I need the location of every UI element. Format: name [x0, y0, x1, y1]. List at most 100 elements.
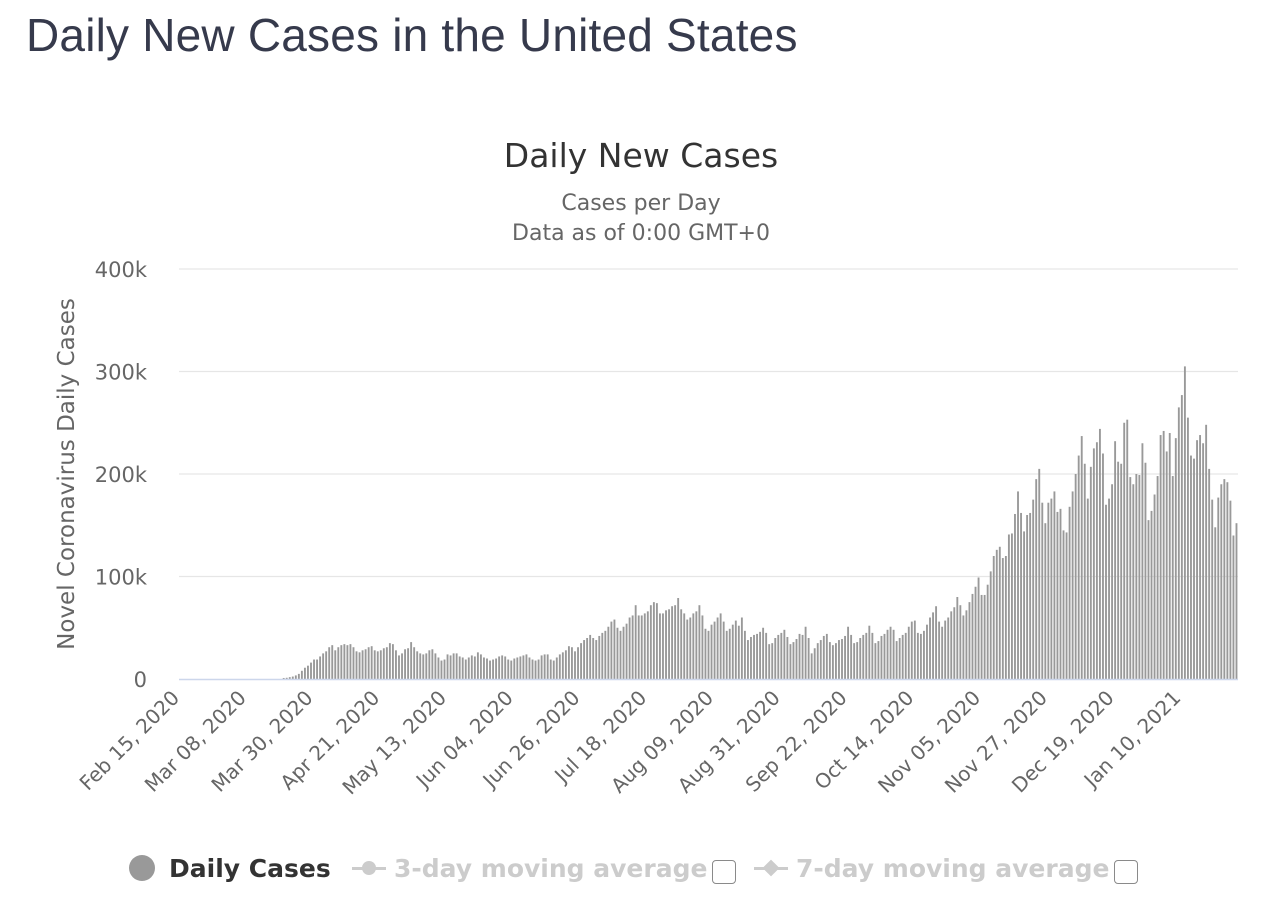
bar[interactable]	[431, 649, 434, 679]
bar[interactable]	[704, 628, 707, 679]
bar[interactable]	[780, 632, 783, 680]
bar[interactable]	[731, 624, 734, 679]
bar[interactable]	[340, 645, 343, 679]
bar[interactable]	[977, 577, 980, 679]
bar[interactable]	[1183, 366, 1186, 680]
bar[interactable]	[722, 621, 725, 679]
bar[interactable]	[701, 615, 704, 679]
bar[interactable]	[455, 653, 458, 680]
bar[interactable]	[607, 626, 610, 679]
bar[interactable]	[537, 659, 540, 679]
bar[interactable]	[965, 610, 968, 679]
bar[interactable]	[774, 638, 777, 679]
bar[interactable]	[352, 647, 355, 679]
bar[interactable]	[771, 643, 774, 680]
bar[interactable]	[1011, 533, 1013, 679]
bar[interactable]	[598, 635, 601, 679]
bar[interactable]	[470, 655, 473, 679]
bar[interactable]	[992, 556, 995, 679]
bar[interactable]	[583, 640, 586, 679]
bar[interactable]	[883, 633, 886, 679]
bar[interactable]	[695, 611, 698, 679]
bar[interactable]	[1214, 527, 1217, 679]
bar[interactable]	[671, 606, 674, 679]
bar[interactable]	[698, 605, 701, 679]
bar[interactable]	[871, 632, 874, 680]
bar[interactable]	[637, 615, 640, 679]
bar[interactable]	[1229, 500, 1232, 679]
bar[interactable]	[1014, 513, 1016, 679]
bar[interactable]	[422, 654, 425, 679]
bar[interactable]	[659, 613, 661, 679]
bar[interactable]	[1129, 477, 1132, 679]
bar[interactable]	[1071, 491, 1074, 679]
bar[interactable]	[531, 659, 534, 679]
bar[interactable]	[337, 647, 340, 679]
bar[interactable]	[361, 650, 364, 679]
bar[interactable]	[1102, 453, 1104, 680]
bar[interactable]	[743, 630, 746, 679]
bar[interactable]	[913, 620, 916, 679]
bar[interactable]	[558, 654, 561, 679]
bar[interactable]	[464, 659, 467, 679]
bar[interactable]	[926, 624, 928, 679]
bar[interactable]	[986, 584, 989, 679]
bar[interactable]	[728, 628, 731, 679]
bar[interactable]	[683, 613, 686, 679]
bar[interactable]	[316, 659, 318, 679]
bar[interactable]	[1035, 479, 1038, 680]
bar[interactable]	[391, 644, 394, 679]
bar[interactable]	[959, 605, 962, 679]
bar[interactable]	[874, 643, 877, 680]
bar[interactable]	[528, 657, 531, 679]
bar[interactable]	[956, 597, 959, 679]
checkbox-7-day-average[interactable]	[1114, 860, 1138, 884]
bar[interactable]	[555, 657, 558, 679]
bar[interactable]	[1077, 455, 1080, 679]
bar[interactable]	[1205, 424, 1208, 679]
bar[interactable]	[813, 648, 816, 679]
bar[interactable]	[1174, 438, 1177, 680]
bar[interactable]	[1165, 451, 1168, 679]
bar[interactable]	[534, 660, 537, 679]
bar[interactable]	[649, 605, 652, 679]
bar[interactable]	[1196, 440, 1198, 679]
bar[interactable]	[1138, 475, 1141, 679]
bar[interactable]	[473, 656, 476, 679]
bar[interactable]	[461, 657, 464, 679]
bar[interactable]	[1123, 422, 1126, 679]
bar[interactable]	[856, 642, 859, 679]
bar[interactable]	[410, 642, 413, 679]
bar[interactable]	[995, 549, 998, 679]
bar[interactable]	[962, 615, 965, 679]
bar[interactable]	[467, 657, 470, 679]
bar[interactable]	[1117, 461, 1120, 679]
bar[interactable]	[950, 611, 953, 679]
bar[interactable]	[1007, 534, 1010, 679]
bar[interactable]	[716, 617, 719, 680]
bar[interactable]	[282, 677, 285, 679]
bar[interactable]	[364, 649, 367, 679]
bar[interactable]	[543, 654, 546, 679]
bar[interactable]	[546, 654, 549, 679]
bar[interactable]	[307, 665, 309, 679]
bar[interactable]	[1080, 436, 1083, 679]
bar[interactable]	[525, 654, 528, 679]
bar[interactable]	[901, 634, 904, 679]
bar[interactable]	[1038, 468, 1041, 680]
bar[interactable]	[285, 677, 288, 679]
bar[interactable]	[495, 658, 498, 680]
bar[interactable]	[792, 642, 795, 679]
bar[interactable]	[923, 630, 925, 679]
bar[interactable]	[692, 613, 695, 679]
bar[interactable]	[892, 629, 895, 679]
bar[interactable]	[1208, 468, 1211, 680]
bar[interactable]	[804, 626, 807, 679]
bar[interactable]	[501, 655, 504, 679]
bar[interactable]	[440, 660, 443, 679]
bar[interactable]	[1190, 455, 1192, 679]
bar[interactable]	[798, 633, 801, 679]
bar[interactable]	[847, 626, 850, 679]
bar[interactable]	[577, 647, 579, 679]
bar[interactable]	[640, 615, 643, 679]
